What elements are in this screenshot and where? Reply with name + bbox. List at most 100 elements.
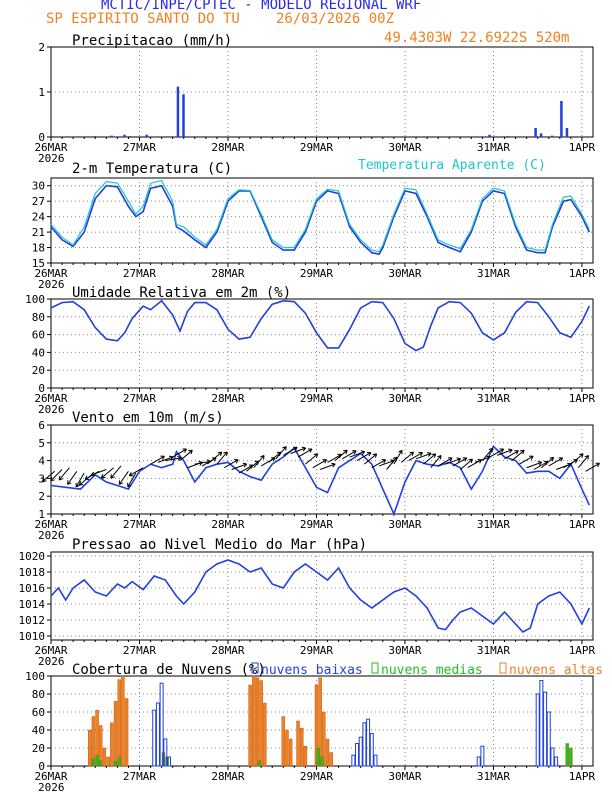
- wind-arrow: [533, 461, 549, 470]
- precip-bar: [488, 134, 491, 137]
- wind-arrow: [526, 461, 542, 469]
- cloud-bar: [325, 738, 330, 767]
- wind-arrow: [430, 455, 442, 469]
- y-tick-label: 1012: [19, 614, 46, 627]
- cloud-bar: [373, 754, 378, 767]
- wind-arrow: [356, 452, 372, 462]
- x-tick-label: 26MAR: [34, 392, 67, 405]
- wind-arrow-head: [418, 452, 423, 457]
- panel-title: Umidade Relativa em 2m (%): [72, 285, 291, 301]
- wind-arrow-head: [456, 457, 461, 463]
- precip-bar: [539, 133, 543, 137]
- wind-arrow-head: [160, 455, 165, 460]
- wind-arrow-head: [188, 449, 193, 455]
- wind-arrow-head: [360, 450, 366, 456]
- wind-arrow: [489, 448, 504, 458]
- y-tick-label: 1020: [19, 550, 46, 563]
- wind-arrow: [504, 450, 519, 460]
- x-tick-label: 30MAR: [388, 141, 421, 154]
- wind-arrow: [577, 455, 589, 469]
- precip-bar: [550, 135, 554, 137]
- cloud-bar: [121, 675, 125, 767]
- wind-arrow: [216, 451, 228, 465]
- wind-arrow: [101, 467, 115, 479]
- legend-label: nuvens medias: [381, 663, 483, 678]
- wind-arrow: [209, 451, 223, 463]
- wind-arrow: [511, 449, 525, 461]
- x-tick-label: 1APR: [569, 267, 596, 280]
- x-year-label: 2026: [38, 403, 65, 416]
- wind-arrow: [194, 460, 211, 465]
- wind-arrow-head: [313, 453, 319, 458]
- cloud-bar: [263, 702, 267, 767]
- y-tick-label: 27: [32, 195, 45, 208]
- x-tick-label: 29MAR: [300, 518, 333, 531]
- wind-arrow: [165, 457, 182, 462]
- wind-arrow-head: [118, 480, 124, 485]
- wind-arrow: [42, 470, 56, 482]
- cloud-bar: [366, 718, 371, 767]
- wind-arrow-head: [343, 449, 348, 455]
- wind-arrow: [445, 458, 461, 465]
- wind-arrow: [452, 457, 467, 467]
- panel-frame: [50, 551, 594, 641]
- wind-arrow-head: [366, 452, 372, 457]
- wind-arrow-head: [128, 471, 134, 477]
- y-tick-label: 100: [25, 293, 45, 306]
- cloud-bar: [117, 679, 121, 767]
- wind-arrow-head: [58, 475, 64, 481]
- wind-arrow: [437, 457, 453, 467]
- wind-arrow: [386, 456, 398, 470]
- y-tick-label: 20: [32, 364, 45, 377]
- wind-arrow-head: [520, 449, 525, 455]
- series-line: [50, 559, 591, 634]
- wind-arrow: [50, 469, 63, 482]
- cloud-bar: [476, 756, 481, 767]
- location-label: SP ESPIRITO SANTO DO TU: [46, 11, 240, 27]
- wind-arrow-head: [67, 480, 72, 485]
- wind-arrow: [519, 455, 534, 465]
- cloud-bar: [117, 756, 121, 767]
- y-tick-label: 40: [32, 346, 45, 359]
- cloud-bar: [113, 761, 118, 767]
- panel-title: 2-m Temperatura (C): [72, 161, 232, 177]
- x-tick-label: 28MAR: [211, 267, 244, 280]
- cloud-bar: [288, 738, 293, 767]
- x-tick-label: 28MAR: [211, 141, 244, 154]
- wind-arrow-head: [127, 482, 132, 488]
- cloud-bar: [565, 743, 569, 767]
- wind-arrow-head: [488, 447, 494, 453]
- wind-arrow-head: [549, 456, 555, 462]
- wind-arrow-head: [584, 455, 589, 460]
- cloud-bar: [329, 752, 333, 767]
- y-tick-label: 5: [38, 437, 45, 450]
- cloud-bar: [99, 725, 103, 767]
- wind-arrow-head: [50, 476, 55, 482]
- cloud-bar: [314, 684, 319, 767]
- wind-arrow-head: [427, 452, 432, 457]
- y-tick-label: 80: [32, 311, 45, 324]
- x-tick-label: 27MAR: [123, 267, 156, 280]
- x-tick-label: 31MAR: [477, 518, 510, 531]
- wind-arrow-head: [537, 461, 543, 466]
- cloud-bar: [569, 747, 573, 767]
- x-tick-label: 31MAR: [477, 141, 510, 154]
- wind-arrow-head: [84, 475, 90, 480]
- cloud-bar: [281, 716, 285, 767]
- wind-arrow: [482, 448, 494, 461]
- wind-arrow: [150, 455, 165, 465]
- x-tick-label: 30MAR: [388, 267, 421, 280]
- cloud-bar: [159, 682, 164, 767]
- y-tick-label: 3: [38, 472, 45, 485]
- y-tick-label: 1010: [19, 630, 46, 643]
- cloud-bar: [95, 755, 99, 767]
- panel-frame: [50, 675, 594, 767]
- wind-arrow-head: [110, 474, 115, 479]
- x-tick-label: 29MAR: [300, 644, 333, 657]
- cloud-bar: [91, 716, 96, 767]
- wind-arrow: [129, 467, 144, 477]
- wind-arrow: [246, 460, 259, 472]
- legend-label: Temperatura Aparente (C): [358, 158, 546, 173]
- x-tick-label: 27MAR: [123, 392, 156, 405]
- wind-arrow: [268, 451, 282, 463]
